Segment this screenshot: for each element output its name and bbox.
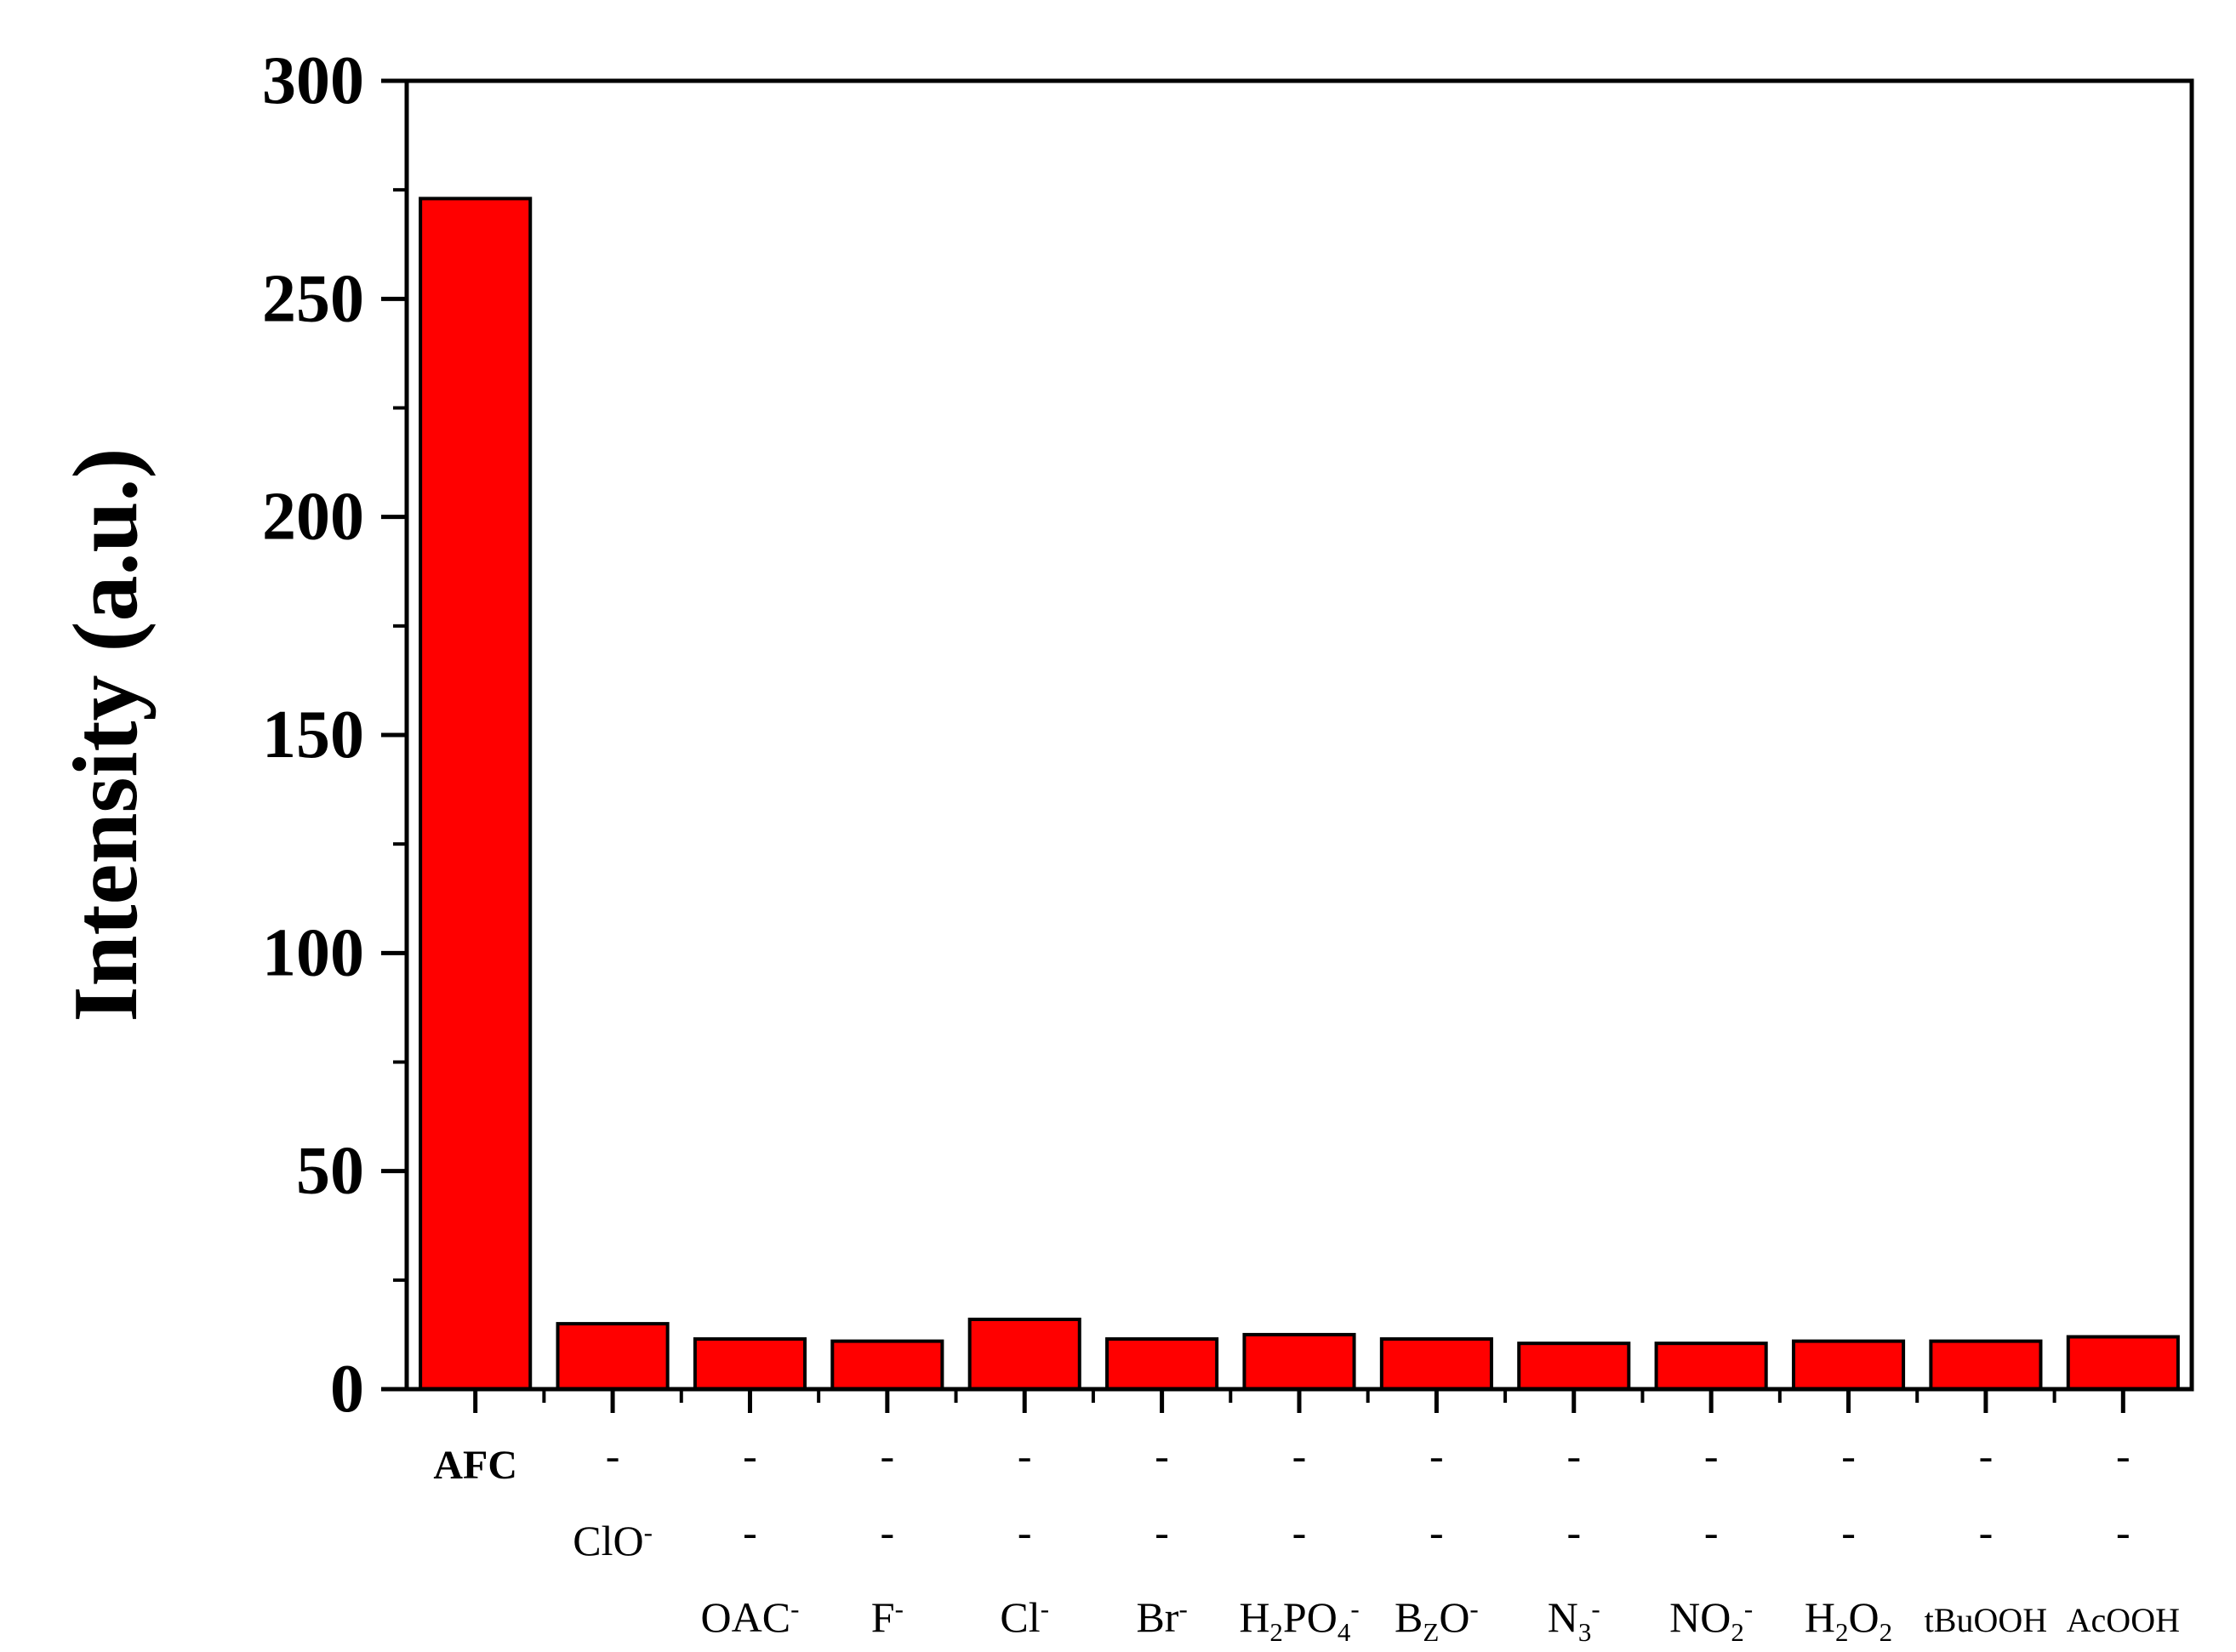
x-category-label: - [1704, 1432, 1719, 1479]
x-category-label: - [1429, 1432, 1444, 1479]
bar-3 [830, 1339, 944, 1392]
x-category-label: - [1566, 1432, 1581, 1479]
x-category-label: AcOOH [2067, 1601, 2180, 1639]
x-category-label: - [881, 1508, 895, 1556]
bar-1 [556, 1322, 670, 1391]
bar-9 [1654, 1342, 1768, 1392]
x-category-label: - [1018, 1432, 1032, 1479]
x-category-label: H2O2 [1805, 1593, 1892, 1647]
y-axis-label: Intensity (a.u.) [55, 447, 157, 1022]
x-category-label: - [1018, 1508, 1032, 1556]
bar-2 [693, 1337, 807, 1391]
x-category-label: - [1841, 1432, 1856, 1479]
x-category-label: tBuOOH [1925, 1601, 2047, 1639]
bar-8 [1517, 1342, 1631, 1392]
y-tick-label: 0 [330, 1352, 364, 1427]
y-tick-label: 200 [262, 480, 364, 555]
x-category-label: Br- [1136, 1593, 1187, 1641]
x-category-label: - [2116, 1432, 2130, 1479]
bar-11 [1929, 1339, 2043, 1392]
plot-frame [404, 78, 2194, 1392]
x-category-label: - [1979, 1432, 1994, 1479]
x-category-label: H2PO4- [1239, 1593, 1359, 1647]
x-category-label: BZO- [1395, 1593, 1479, 1647]
bar-4 [967, 1317, 1081, 1392]
y-tick-label: 300 [262, 43, 364, 118]
bars [419, 197, 2180, 1392]
y-axis-label-group: Intensity (a.u.) [55, 447, 157, 1022]
x-category-label: N3- [1548, 1593, 1600, 1647]
y-tick-label: 50 [296, 1134, 364, 1209]
x-axis-category-labels: AFC - - - - - - - - - - - - ClO- - - - - - - - - - - - OAC- F- Cl- B… [433, 1432, 2180, 1647]
x-category-label: - [1979, 1508, 1994, 1556]
y-tick-label: 250 [262, 261, 364, 336]
bar-10 [1791, 1339, 1906, 1392]
x-category-label: - [1292, 1432, 1307, 1479]
y-tick-label: 100 [262, 915, 364, 990]
bar-6 [1242, 1332, 1356, 1391]
x-category-label: - [881, 1432, 895, 1479]
x-category-label: - [743, 1432, 757, 1479]
x-category-label: - [606, 1432, 620, 1479]
x-category-label: Cl- [1000, 1593, 1049, 1641]
x-category-label: - [1841, 1508, 1856, 1556]
x-axis-ticks [473, 1389, 2125, 1413]
x-category-label: NO2- [1669, 1593, 1753, 1647]
x-category-label: OAC- [701, 1593, 800, 1641]
x-category-label: - [1155, 1508, 1169, 1556]
bar-0 [419, 197, 533, 1391]
bar-7 [1379, 1337, 1493, 1391]
x-category-label: - [1292, 1508, 1307, 1556]
bar-12 [2066, 1335, 2180, 1391]
y-tick-label: 150 [262, 698, 364, 772]
x-category-label: - [743, 1508, 757, 1556]
x-category-label: - [1429, 1508, 1444, 1556]
x-category-label: F- [871, 1593, 904, 1641]
y-axis-ticks: 0 50 100 150 200 250 300 [262, 43, 407, 1427]
x-category-label: - [1566, 1508, 1581, 1556]
x-category-label: - [2116, 1508, 2130, 1556]
x-category-label: - [1704, 1508, 1719, 1556]
x-category-label: AFC [433, 1443, 517, 1488]
bar-5 [1105, 1337, 1219, 1391]
x-category-label: ClO- [573, 1517, 653, 1564]
x-category-label: - [1155, 1432, 1169, 1479]
